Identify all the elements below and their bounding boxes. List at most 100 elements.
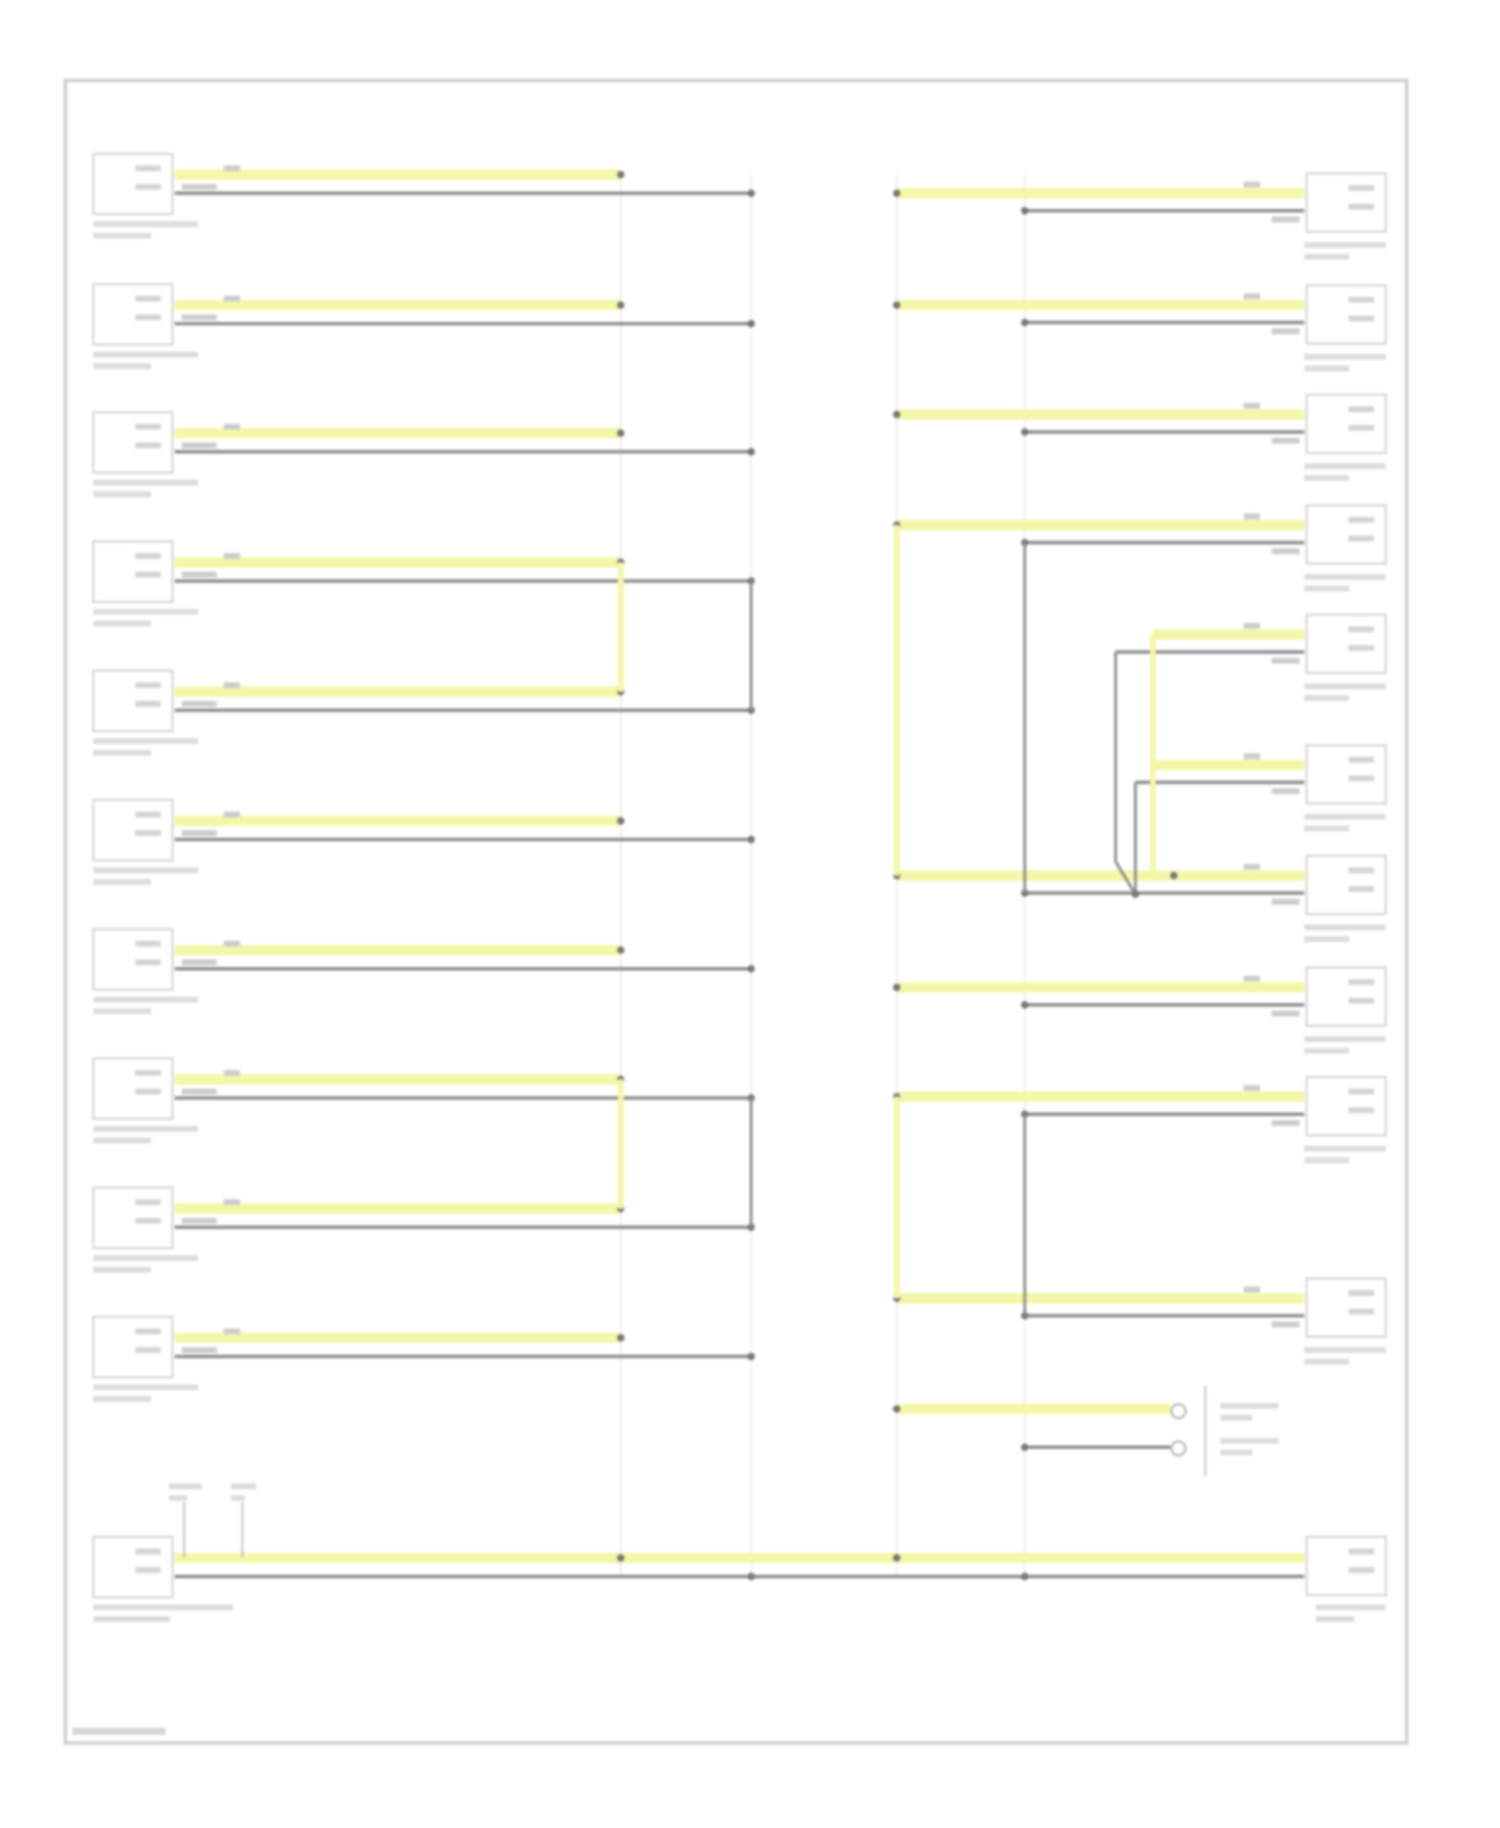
pin-label: [1348, 1088, 1375, 1095]
pin-label: [135, 1217, 161, 1224]
pin-label: [135, 830, 161, 836]
wire-label: [223, 811, 241, 818]
splice-dot: [747, 964, 755, 973]
pin-label: [1348, 756, 1375, 763]
pin-label: [135, 571, 161, 578]
pin-label: [1348, 296, 1375, 303]
wire-label: [181, 314, 217, 321]
splice-dot: [747, 835, 755, 844]
pin-label: [135, 1070, 161, 1076]
splice-dot: [747, 1094, 755, 1102]
module-name: [93, 1125, 199, 1132]
wire-label: [1243, 975, 1260, 982]
wire-label: [223, 553, 241, 559]
module-name: [93, 479, 199, 486]
wire-label: [1243, 753, 1260, 760]
module-name: [93, 1008, 151, 1015]
module-name: [93, 232, 151, 239]
wire-label: [1243, 402, 1260, 409]
wire-label: [181, 1347, 217, 1353]
splice-dot: [617, 429, 625, 437]
splice-dot: [617, 1554, 625, 1562]
pin-label: [135, 700, 161, 707]
wire-label: [223, 1070, 241, 1076]
wire-label: [1271, 898, 1300, 905]
module-name: [1315, 1604, 1386, 1611]
module-name: [230, 1483, 257, 1490]
module-name: [93, 608, 199, 615]
wire-label: [1243, 293, 1260, 300]
pin-label: [1348, 626, 1375, 633]
wire-label: [1271, 1010, 1300, 1017]
wire-label: [1271, 657, 1300, 664]
module-name: [1304, 1157, 1350, 1164]
module-connector: [1305, 504, 1387, 565]
module-name: [1304, 1047, 1350, 1054]
module-connector: [1305, 854, 1387, 916]
pin-label: [1348, 886, 1375, 892]
wire-label: [181, 830, 217, 836]
splice-dot: [1021, 207, 1029, 215]
module-name: [1304, 1358, 1350, 1365]
wire-label: [181, 1217, 217, 1224]
pin-label: [1348, 315, 1375, 322]
module-connector: [1305, 284, 1387, 345]
wire-label: [1271, 328, 1300, 335]
module-name: [93, 1616, 171, 1622]
module-connector: [1305, 744, 1387, 805]
module-name: [93, 879, 151, 885]
pin-label: [1348, 979, 1375, 986]
pin-label: [1348, 185, 1375, 191]
module-name: [93, 1137, 151, 1144]
module-name: [1220, 1437, 1279, 1444]
wire-label: [1243, 1286, 1260, 1293]
module-connector: [1305, 1075, 1387, 1137]
module-name: [93, 1604, 234, 1611]
wire-label: [181, 700, 217, 707]
splice-dot: [617, 946, 625, 954]
module-name: [93, 1266, 151, 1273]
splice-dot: [1021, 318, 1029, 327]
module-name: [93, 363, 151, 370]
wire-label: [1271, 1120, 1300, 1126]
pin-label: [1348, 516, 1375, 523]
wire-label: [223, 423, 241, 430]
module-connector: [1305, 1535, 1387, 1597]
pin-label: [135, 1328, 161, 1335]
splice-dot: [892, 1554, 901, 1562]
wire-label: [223, 682, 241, 689]
splice-dot: [747, 577, 755, 585]
pin-label: [135, 1088, 161, 1095]
module-name: [1304, 683, 1386, 690]
module-name: [1304, 813, 1386, 820]
splice-dot: [617, 817, 625, 825]
module-name: [93, 221, 199, 228]
pin-label: [1348, 1548, 1375, 1555]
splice-dot: [1131, 890, 1140, 898]
module-name: [168, 1495, 187, 1501]
splice-dot: [747, 448, 755, 456]
module-name: [1304, 1347, 1386, 1353]
diagram-frame: [63, 78, 1409, 1745]
module-name: [93, 749, 151, 756]
module-name: [93, 1384, 199, 1391]
pin-label: [135, 423, 161, 430]
module-name: [1304, 253, 1350, 260]
wire-label: [223, 295, 241, 302]
module-name: [93, 491, 151, 498]
pin-label: [135, 959, 161, 966]
splice-dot: [892, 301, 901, 309]
module-name: [93, 620, 151, 627]
can-low-branch: [1114, 860, 1137, 895]
pin-label: [135, 682, 161, 689]
splice-dot: [1021, 1001, 1029, 1009]
wire-label: [223, 1199, 241, 1206]
wire-label: [1271, 437, 1300, 444]
splice-dot: [747, 1352, 755, 1361]
wire-label: [181, 1088, 217, 1095]
pin-label: [1348, 424, 1375, 431]
wire-label: [1271, 216, 1300, 223]
connector-terminal-icon: [1170, 1440, 1187, 1457]
pin-label: [135, 1567, 161, 1574]
pin-label: [1348, 1107, 1375, 1114]
